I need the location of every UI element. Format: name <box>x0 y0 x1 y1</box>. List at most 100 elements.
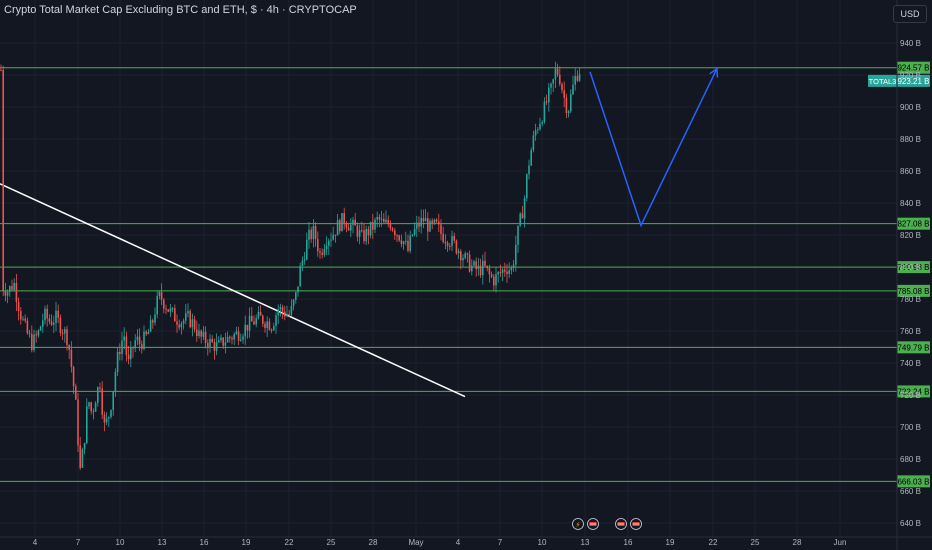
candle-body <box>411 234 414 236</box>
candle-body <box>372 221 374 230</box>
candle-body <box>77 399 79 446</box>
event-markers[interactable]: ⚡ <box>572 518 642 530</box>
candle-body <box>354 219 356 226</box>
candle-body <box>257 311 260 319</box>
candle-body <box>281 307 284 312</box>
candle-body <box>292 299 295 307</box>
candle-body <box>158 291 161 296</box>
candle-body <box>539 123 541 130</box>
candle-body <box>59 317 62 333</box>
candle-body <box>156 295 158 315</box>
candle-body <box>26 320 29 334</box>
candle-body <box>176 321 178 325</box>
candle-body <box>310 229 312 240</box>
x-tick-label: 25 <box>327 538 336 547</box>
candle-body <box>101 388 103 415</box>
candle-body <box>422 217 425 222</box>
y-tick-label: 680 B <box>900 455 921 464</box>
projection-arrowhead[interactable] <box>709 67 719 78</box>
horizontal-levels[interactable]: 924.57 B 827.08 B 799.93 B 785.08 B 749.79 B… <box>0 61 930 488</box>
candle-body <box>301 260 304 266</box>
y-tick-label: 940 B <box>900 39 921 48</box>
candle-body <box>576 76 579 81</box>
candle-body <box>444 242 447 244</box>
candle-body <box>149 320 152 332</box>
level-price-label: 749.79 B <box>897 343 929 352</box>
candle-body <box>33 334 35 351</box>
projection-line[interactable] <box>589 68 718 228</box>
candle-body <box>213 342 216 351</box>
level-price-label: 827.08 B <box>897 220 929 229</box>
candle-body <box>541 122 543 124</box>
trendline[interactable] <box>0 183 466 398</box>
candle-body <box>312 225 315 240</box>
candle-body <box>330 239 332 241</box>
candle-body <box>308 229 310 240</box>
projection-path[interactable] <box>589 67 719 228</box>
candle-body <box>317 239 319 252</box>
candle-body <box>361 230 363 232</box>
candle-body <box>435 219 438 222</box>
lightning-marker[interactable] <box>572 518 584 530</box>
candle-body <box>207 343 209 348</box>
candle-body <box>193 319 196 330</box>
candle-body <box>37 330 40 336</box>
candle-body <box>255 318 257 325</box>
candle-body <box>31 334 33 351</box>
candle-body <box>279 307 282 310</box>
candle-body <box>253 321 255 325</box>
candle-body <box>182 320 185 324</box>
candle-body <box>83 442 86 450</box>
x-tick-label: May <box>408 538 423 547</box>
trendline-segment[interactable] <box>0 183 466 398</box>
x-tick-label: 19 <box>242 538 251 547</box>
candle-body <box>451 236 453 247</box>
y-tick-label: 640 B <box>900 519 921 528</box>
candle-body <box>138 336 141 345</box>
candle-body <box>554 68 557 80</box>
candle-body <box>352 219 354 225</box>
level-price-label: 722.24 B <box>897 387 929 396</box>
candle-body <box>523 198 526 219</box>
candle-body <box>174 308 176 322</box>
candle-body <box>66 329 68 346</box>
time-axis[interactable]: 4 7 10 13 16 19 22 25 28 May 4 7 10 13 16 19 22 25 28 Jun <box>0 536 932 547</box>
candle-body <box>517 225 519 245</box>
candle-body <box>396 235 398 237</box>
candle-body <box>358 230 361 237</box>
candle-body <box>328 240 330 246</box>
price-axis[interactable]: 940 B 920 B 900 B 880 B 860 B 840 B 820 B 800 B… <box>896 0 921 550</box>
candle-body <box>61 332 64 334</box>
level-price-label: 785.08 B <box>897 287 929 296</box>
candle-body <box>125 336 128 355</box>
candle-body <box>497 272 499 275</box>
candle-body <box>385 219 387 223</box>
candle-body <box>251 315 253 322</box>
candle-body <box>127 354 130 360</box>
y-tick-label: 740 B <box>900 359 921 368</box>
candle-body <box>306 239 308 260</box>
candle-body <box>22 318 24 320</box>
candle-body <box>189 311 191 328</box>
candle-body <box>323 249 326 255</box>
currency-button[interactable]: USD <box>893 5 927 23</box>
level-label-bg <box>897 385 930 398</box>
candle-body <box>526 174 528 199</box>
candle-body <box>475 261 477 270</box>
y-tick-label: 860 B <box>900 167 921 176</box>
candle-body <box>484 260 486 266</box>
candle-body <box>521 213 524 219</box>
candle-body <box>409 235 411 251</box>
candle-body <box>246 324 249 331</box>
candle-body <box>493 276 495 286</box>
candle-body <box>314 225 317 240</box>
candle-body <box>224 342 227 346</box>
x-tick-label: 16 <box>624 538 633 547</box>
candle-body <box>39 326 42 331</box>
current-price-label: 923.21 B <box>897 77 929 86</box>
candle-body <box>75 386 77 400</box>
candle-body <box>211 338 213 343</box>
candle-body <box>407 240 409 251</box>
candle-body <box>295 292 297 300</box>
